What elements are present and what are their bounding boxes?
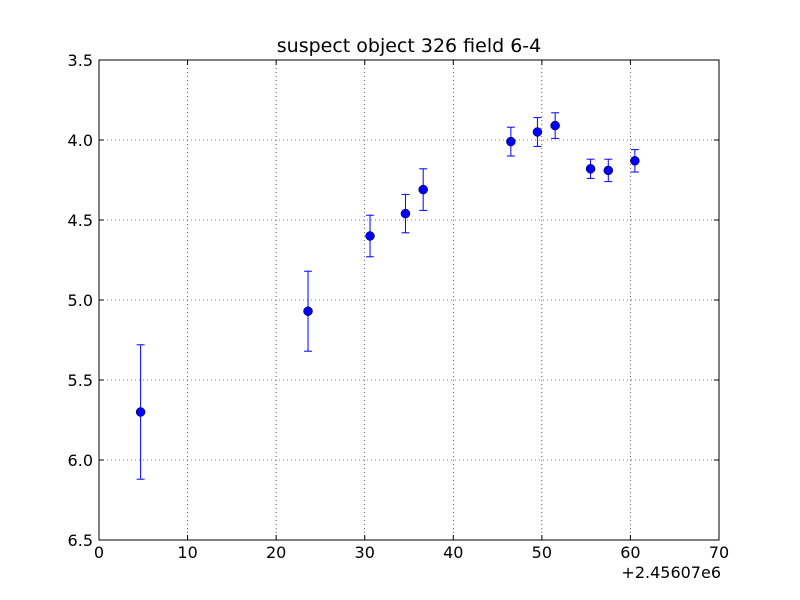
x-tick-label: 40 xyxy=(443,543,463,562)
grid xyxy=(99,60,719,540)
data-point-group xyxy=(400,193,411,234)
data-point xyxy=(506,136,516,147)
data-point-group xyxy=(585,158,596,179)
data-series xyxy=(135,112,640,480)
x-tick-label: 60 xyxy=(620,543,640,562)
x-tick-label: 10 xyxy=(177,543,197,562)
x-tick-label: 20 xyxy=(266,543,286,562)
data-point xyxy=(603,165,614,176)
data-point xyxy=(418,184,428,195)
data-point-group xyxy=(303,270,313,352)
y-tick-label: 5.0 xyxy=(68,291,93,310)
data-point-group xyxy=(135,344,146,480)
y-tick-label: 5.5 xyxy=(68,371,93,390)
x-axis-offset-label: +2.45607e6 xyxy=(621,563,721,582)
data-point-group xyxy=(532,117,543,147)
ticks: 0 10 20 30 40 50 60 70 3.5 4.0 4.5 5.0 5.5 6.0 6.5 xyxy=(68,51,730,562)
data-point-group xyxy=(506,126,516,157)
x-tick-label: 30 xyxy=(355,543,375,562)
x-tick-label: 0 xyxy=(94,543,104,562)
chart-title: suspect object 326 field 6-4 xyxy=(277,35,542,57)
y-tick-label: 6.5 xyxy=(68,531,93,550)
data-point xyxy=(400,208,411,219)
data-point xyxy=(303,306,313,316)
data-point-group xyxy=(550,112,560,139)
y-tick-label: 4.5 xyxy=(68,211,93,230)
data-point xyxy=(365,231,375,241)
data-point xyxy=(585,164,596,174)
y-tick-label: 3.5 xyxy=(68,51,93,70)
data-point-group xyxy=(418,168,428,211)
data-point xyxy=(532,127,543,137)
y-tick-label: 6.0 xyxy=(68,451,93,470)
data-point-group xyxy=(630,149,640,173)
data-point xyxy=(135,407,146,417)
data-point xyxy=(630,156,640,166)
data-point xyxy=(550,120,560,131)
x-tick-label: 70 xyxy=(709,543,729,562)
y-tick-label: 4.0 xyxy=(68,131,93,150)
x-tick-label: 50 xyxy=(532,543,552,562)
data-point-group xyxy=(603,158,614,183)
data-point-group xyxy=(365,214,375,258)
